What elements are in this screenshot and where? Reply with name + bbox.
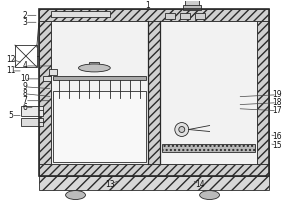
Text: 14: 14 [195, 180, 205, 189]
Bar [51, 21, 148, 164]
Bar [39, 176, 269, 190]
Bar [148, 21, 160, 164]
Bar [183, 5, 201, 10]
Ellipse shape [66, 191, 86, 200]
Bar [165, 13, 175, 19]
Bar [180, 13, 190, 19]
Text: 1: 1 [146, 1, 150, 10]
Bar [39, 9, 269, 21]
Text: 12: 12 [6, 55, 16, 64]
Text: 3: 3 [22, 18, 27, 27]
Bar [53, 91, 146, 162]
Bar [257, 21, 269, 164]
Bar [15, 45, 37, 67]
Text: 6: 6 [22, 103, 27, 112]
Text: 19: 19 [272, 90, 282, 99]
Bar [43, 76, 51, 81]
Text: 13: 13 [106, 180, 115, 189]
Bar [185, 0, 199, 9]
Circle shape [179, 127, 185, 132]
Text: 18: 18 [272, 98, 282, 107]
Text: 9: 9 [22, 82, 27, 91]
Bar [39, 168, 269, 176]
Bar [39, 21, 51, 164]
Text: 5: 5 [9, 111, 14, 120]
Text: 10: 10 [20, 74, 30, 83]
Bar [195, 13, 205, 19]
Text: 17: 17 [272, 106, 282, 115]
Bar [49, 69, 57, 75]
Text: 15: 15 [272, 141, 282, 150]
Text: 16: 16 [272, 132, 282, 141]
Bar [39, 9, 269, 176]
Ellipse shape [200, 191, 220, 200]
Bar [39, 164, 269, 176]
Text: 11: 11 [6, 66, 16, 75]
Bar [21, 118, 43, 126]
Ellipse shape [79, 64, 110, 72]
Bar [51, 11, 110, 17]
Text: 8: 8 [22, 89, 27, 98]
Bar [160, 21, 257, 164]
Text: 4: 4 [22, 61, 27, 70]
Bar [53, 76, 146, 80]
Text: 2: 2 [22, 11, 27, 20]
Bar [89, 62, 99, 70]
Bar [21, 106, 43, 116]
Circle shape [175, 123, 189, 136]
Bar [162, 144, 255, 152]
Text: 7: 7 [22, 96, 27, 105]
